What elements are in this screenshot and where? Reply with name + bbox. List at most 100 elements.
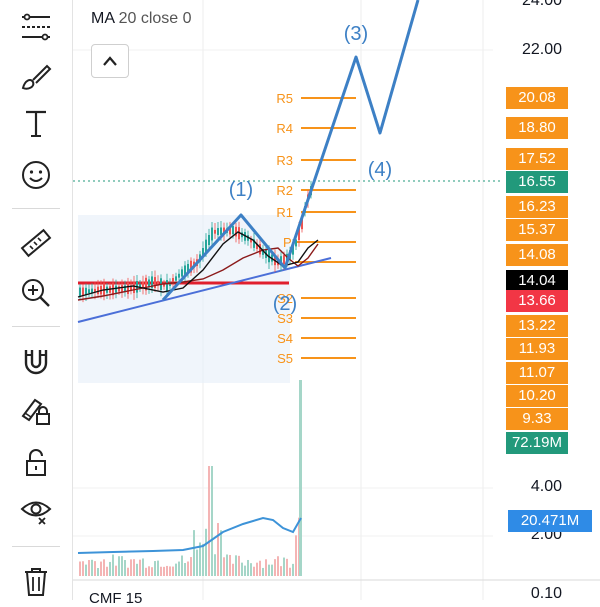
candle-body	[82, 287, 84, 296]
candle-body	[169, 282, 171, 286]
candle-body	[298, 227, 300, 241]
wave-label-1: (1)	[229, 179, 253, 201]
candle-body	[91, 288, 93, 294]
lock-drawing-tool[interactable]	[14, 392, 58, 430]
volume-bar	[295, 535, 297, 576]
text-tool[interactable]	[14, 104, 58, 142]
volume-bar	[145, 567, 147, 576]
volume-bar	[277, 556, 279, 576]
volume-bar	[163, 566, 165, 576]
volume-bar	[148, 566, 150, 576]
magnet-tool[interactable]	[14, 342, 58, 380]
price-tick: 24.00	[521, 0, 562, 9]
volume-bar	[184, 562, 186, 576]
volume-bar	[181, 555, 183, 576]
volume-bar	[193, 530, 195, 576]
ma-legend[interactable]: MA 20 close 0	[91, 10, 192, 28]
ma-long-line	[77, 243, 319, 301]
price-chart[interactable]: R5 R4 R3 R2 R1 S2 S3 S4 S5 P (1) (2) (3) (4)	[73, 0, 600, 600]
trend-line-tool[interactable]	[14, 8, 58, 46]
volume-bar	[94, 561, 96, 576]
emoji-icon	[22, 161, 50, 189]
pivot-label: R3	[276, 153, 293, 168]
volume-bar	[259, 560, 261, 576]
zoom-in-icon	[22, 279, 50, 307]
crosshair-lines-icon	[22, 13, 50, 41]
candle-body	[166, 280, 168, 292]
price-badge: 14.04	[506, 270, 568, 292]
cmf-tick: 0.10	[530, 585, 562, 602]
ruler-tool[interactable]	[14, 224, 58, 262]
trend-line[interactable]	[77, 257, 332, 323]
volume-bar	[232, 563, 234, 576]
unlock-tool[interactable]	[14, 444, 58, 482]
candle-body	[115, 285, 117, 293]
eye-icon	[20, 501, 52, 525]
volume-bar	[115, 565, 117, 576]
cmf-indicator-label[interactable]: CMF 15	[89, 590, 143, 607]
candle-body	[157, 281, 159, 286]
remove-drawings-tool[interactable]	[14, 562, 58, 600]
candle-body	[190, 260, 192, 273]
volume-bar	[253, 566, 255, 576]
price-badge: 20.08	[506, 87, 568, 109]
elliott-wave[interactable]	[161, 0, 420, 302]
volume-bar	[241, 562, 243, 576]
candle-body	[184, 265, 186, 276]
candle-body	[178, 273, 180, 278]
volume-bar	[265, 559, 267, 576]
price-badge: 11.93	[506, 338, 568, 360]
indicator-params: 20 close 0	[118, 10, 192, 27]
volume-bar	[124, 560, 126, 576]
brush-tool[interactable]	[14, 58, 58, 96]
volume-bar	[91, 559, 93, 576]
candle-body	[97, 286, 99, 295]
zoom-in-tool[interactable]	[14, 274, 58, 312]
chart-pane[interactable]: R5 R4 R3 R2 R1 S2 S3 S4 S5 P (1) (2) (3) (4) MA 2…	[73, 0, 600, 607]
pivot-label: R2	[276, 183, 293, 198]
emoji-tool[interactable]	[14, 156, 58, 194]
volume-bar	[121, 556, 123, 576]
candle-body	[217, 228, 219, 235]
volume-bar	[175, 563, 177, 576]
price-badge: 10.20	[506, 385, 568, 407]
price-badge: 14.08	[506, 244, 568, 266]
candle-body	[262, 249, 264, 255]
candle-body	[295, 239, 297, 247]
chevron-up-icon	[103, 56, 117, 66]
collapse-legend-button[interactable]	[91, 44, 129, 78]
volume-bar	[211, 466, 213, 576]
magnet-icon	[24, 350, 48, 375]
toolbar-divider	[12, 326, 60, 327]
volume-bar	[299, 380, 302, 576]
candle-body	[205, 239, 207, 253]
candle-body	[118, 286, 120, 292]
candle-body	[172, 278, 174, 285]
candle-body	[223, 227, 225, 235]
volume-bar	[208, 466, 210, 576]
candle-body	[229, 226, 231, 235]
price-badge: 13.22	[506, 315, 568, 337]
volume-bar	[250, 563, 252, 576]
volume-bars	[79, 380, 302, 576]
visibility-tool[interactable]	[14, 492, 58, 530]
volume-bar	[289, 567, 291, 576]
volume-bar	[238, 555, 240, 576]
candle-body	[85, 287, 87, 295]
candle-body	[280, 256, 282, 266]
candle-body	[88, 289, 90, 294]
price-badge: 9.33	[506, 408, 568, 430]
brush-icon	[21, 64, 52, 90]
candle-body	[151, 276, 153, 289]
volume-bar	[169, 566, 171, 576]
volume-bar	[160, 566, 162, 576]
wave-label-3: (3)	[344, 23, 368, 45]
volume-bar	[106, 566, 108, 576]
volume-bar	[172, 566, 174, 576]
candle-body	[208, 234, 210, 246]
candle-body	[175, 276, 177, 281]
price-badge: 13.66	[506, 290, 568, 312]
candle-body	[139, 284, 141, 288]
volume-bar	[88, 560, 90, 576]
volume-bar	[235, 555, 237, 576]
